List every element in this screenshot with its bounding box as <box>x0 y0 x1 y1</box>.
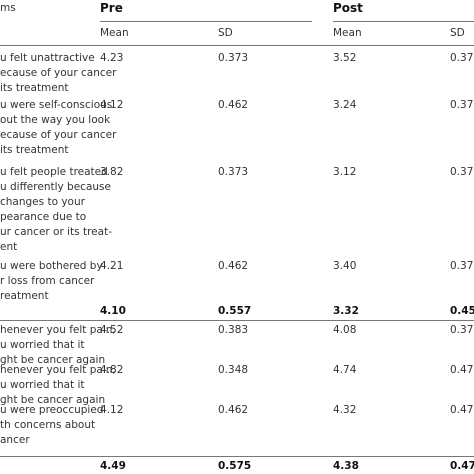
item-text: u worried that it <box>0 339 85 351</box>
cell: 0.348 <box>218 364 249 376</box>
summary-cell: 0.47 <box>450 460 474 472</box>
item-text: pearance due to <box>0 211 87 223</box>
cell: 0.47 <box>450 404 474 416</box>
column-header: Mean <box>333 27 362 39</box>
item-text: u were self-conscious <box>0 99 113 111</box>
item-text: u were preoccupied <box>0 404 104 416</box>
column-header: Mean <box>100 27 129 39</box>
item-text: its treatment <box>0 144 69 156</box>
cell: 4.74 <box>333 364 357 376</box>
cell: 0.37 <box>450 99 474 111</box>
cell: 4.52 <box>100 324 124 336</box>
cell: 0.37 <box>450 52 474 64</box>
summary-cell: 0.557 <box>218 305 252 317</box>
rule <box>333 21 474 22</box>
cell: 0.37 <box>450 166 474 178</box>
item-text: ght be cancer again <box>0 394 106 406</box>
item-text: henever you felt pain, <box>0 364 116 376</box>
cell: 3.52 <box>333 52 357 64</box>
item-text: out the way you look <box>0 114 111 126</box>
items-header: ms <box>0 2 16 14</box>
summary-cell: 0.45 <box>450 305 474 317</box>
cell: 4.12 <box>100 404 124 416</box>
cell: 0.462 <box>218 260 249 272</box>
pre-header: Pre <box>100 1 123 15</box>
rule <box>0 320 474 321</box>
item-text: ancer <box>0 434 30 446</box>
cell: 0.37 <box>450 324 474 336</box>
item-text: ght be cancer again <box>0 354 106 366</box>
item-text: ecause of your cancer <box>0 67 117 79</box>
item-text: ent <box>0 241 18 253</box>
rule <box>100 21 312 22</box>
column-header: SD <box>218 27 233 39</box>
item-text: r loss from cancer <box>0 275 95 287</box>
rule <box>0 456 474 457</box>
summary-cell: 4.10 <box>100 305 126 317</box>
cell: 4.23 <box>100 52 124 64</box>
cell: 3.40 <box>333 260 357 272</box>
summary-cell: 4.49 <box>100 460 126 472</box>
item-text: u felt unattractive <box>0 52 95 64</box>
cell: 4.08 <box>333 324 357 336</box>
cell: 0.37 <box>450 260 474 272</box>
item-text: changes to your <box>0 196 85 208</box>
item-text: ecause of your cancer <box>0 129 117 141</box>
summary-cell: 3.32 <box>333 305 359 317</box>
post-header: Post <box>333 1 363 15</box>
rule <box>0 45 474 46</box>
item-text: ur cancer or its treat- <box>0 226 112 238</box>
cell: 3.12 <box>333 166 357 178</box>
cell: 0.373 <box>218 52 249 64</box>
cell: 0.383 <box>218 324 249 336</box>
cell: 4.82 <box>100 364 124 376</box>
cell: 0.373 <box>218 166 249 178</box>
cell: 0.462 <box>218 99 249 111</box>
item-text: u felt people treated <box>0 166 108 178</box>
item-text: th concerns about <box>0 419 96 431</box>
cell: 3.24 <box>333 99 357 111</box>
item-text: u worried that it <box>0 379 85 391</box>
cell: 4.12 <box>100 99 124 111</box>
cell: 4.21 <box>100 260 124 272</box>
summary-cell: 0.575 <box>218 460 252 472</box>
cell: 0.462 <box>218 404 249 416</box>
summary-cell: 4.38 <box>333 460 359 472</box>
cell: 4.32 <box>333 404 357 416</box>
item-text: u were bothered by <box>0 260 103 272</box>
item-text: u differently because <box>0 181 111 193</box>
cell: 0.47 <box>450 364 474 376</box>
column-header: SD <box>450 27 465 39</box>
item-text: reatment <box>0 290 49 302</box>
item-text: henever you felt pain, <box>0 324 116 336</box>
item-text: its treatment <box>0 82 69 94</box>
cell: 3.82 <box>100 166 124 178</box>
